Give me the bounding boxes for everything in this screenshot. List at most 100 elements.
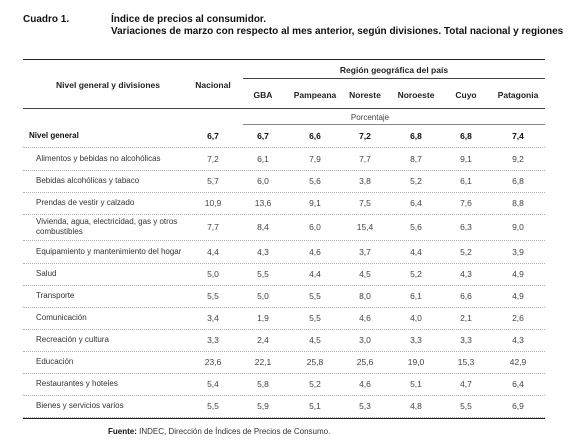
row-value: 8,7	[410, 153, 422, 164]
row-value: 8,8	[512, 198, 524, 208]
row-value: 4,0	[410, 313, 422, 323]
bottom-rule	[23, 418, 545, 419]
header-region-group: Región geográfica del país	[339, 65, 449, 75]
row-value: 5,2	[410, 269, 422, 279]
row-label: Vivienda, agua, electricidad, gas y otro…	[36, 217, 178, 236]
row-value: 4,8	[410, 401, 422, 411]
row-value: 4,4	[410, 246, 422, 257]
row-value: 6,0	[257, 176, 269, 186]
row-value: 5,8	[257, 379, 269, 389]
row-value: 5,1	[309, 401, 321, 411]
row-value: 23,6	[204, 357, 222, 367]
header-region-noreste: Noreste	[349, 90, 381, 100]
row-value: 7,7	[207, 222, 219, 232]
row-label: Educación	[36, 357, 74, 366]
row-value: 5,6	[410, 222, 422, 232]
row-label: Equipamiento y mantenimiento del hogar	[36, 246, 182, 256]
row-value: 5,5	[309, 291, 321, 301]
row-value: 6,4	[410, 198, 422, 208]
table-row: Restaurantes y hoteles 5,4 5,8 5,2 4,6 5,1 4,7…	[23, 373, 545, 396]
row-value: 5,1	[410, 379, 422, 389]
row-value: 3,3	[207, 335, 219, 345]
row-value: 5,5	[460, 401, 472, 411]
row-value: 3,8	[359, 176, 371, 186]
row-value: 3,3	[410, 335, 422, 345]
row-value: 5,7	[207, 176, 219, 186]
table-title: Índice de precios al consumidor. Variaci…	[111, 14, 563, 38]
source-label: Fuente:	[108, 427, 137, 436]
row-value: 5,5	[207, 291, 219, 301]
row-value: 7,4	[512, 131, 524, 141]
row-value: 6,6	[309, 131, 321, 141]
row-value: 6,7	[257, 131, 269, 141]
row-value: 5,0	[257, 291, 269, 301]
row-value: 6,6	[460, 291, 472, 301]
row-value: 6,7	[207, 131, 219, 141]
row-value: 6,1	[257, 153, 269, 164]
row-value: 42,9	[509, 357, 527, 367]
table-row: Vivienda, agua, electricidad, gas y otro…	[23, 214, 545, 241]
table-row: Equipamiento y mantenimiento del hogar 4,…	[23, 240, 545, 264]
region-group-rule	[243, 78, 545, 79]
row-label: Alimentos y bebidas no alcohólicas	[36, 153, 161, 163]
table-row: Alimentos y bebidas no alcohólicas 7,2 6,1…	[23, 147, 545, 171]
row-value: 9,1	[460, 153, 472, 164]
table-row-total: Nivel general 6,7 6,7 6,6 7,2 6,8 6,8 7,4	[23, 125, 545, 148]
row-value: 6,8	[512, 176, 524, 186]
row-value: 9,0	[512, 222, 524, 232]
row-value: 5,3	[359, 401, 371, 411]
row-value: 8,4	[257, 222, 269, 232]
unit-label: Porcentaje	[350, 113, 390, 122]
header-divisions: Nivel general y divisiones	[56, 80, 160, 90]
row-value: 6,3	[460, 222, 472, 232]
table-row: Recreación y cultura 3,3 2,4 4,5 3,0 3,3 3,3 4,…	[23, 329, 545, 352]
row-value: 9,2	[512, 153, 524, 164]
row-value: 7,9	[309, 153, 321, 164]
row-value: 9,1	[309, 198, 321, 208]
row-value: 5,2	[460, 246, 472, 257]
row-value: 22,1	[254, 357, 272, 367]
row-value: 4,6	[309, 246, 321, 257]
row-value: 6,4	[512, 379, 524, 389]
row-value: 3,3	[460, 335, 472, 345]
table-number: Cuadro 1.	[23, 14, 70, 25]
title-line-1: Índice de precios al consumidor.	[111, 14, 267, 25]
row-value: 4,3	[512, 335, 524, 345]
row-value: 4,9	[512, 291, 524, 301]
table-row: Bebidas alcohólicas y tabaco 5,7 6,0 5,6 3,8…	[23, 170, 545, 193]
row-value: 7,2	[207, 153, 219, 164]
row-value: 10,9	[204, 198, 222, 208]
row-label: Salud	[36, 269, 57, 278]
row-value: 7,2	[359, 131, 371, 141]
row-value: 5,5	[257, 269, 269, 279]
row-value: 6,8	[410, 131, 422, 141]
header-region-patagonia: Patagonia	[497, 90, 539, 100]
unit-rule	[243, 124, 545, 125]
row-value: 2,6	[512, 313, 524, 323]
row-value: 19,0	[407, 357, 425, 367]
row-value: 3,4	[207, 313, 219, 323]
row-value: 6,1	[410, 291, 422, 301]
row-value: 3,9	[512, 246, 524, 257]
row-label: Comunicación	[36, 313, 87, 322]
header-region-pampeana: Pampeana	[293, 90, 337, 100]
table-row: Educación 23,6 22,1 25,8 25,6 19,0 15,3 42,9	[23, 351, 545, 374]
row-value: 7,7	[359, 153, 371, 164]
row-value: 6,0	[309, 222, 321, 232]
row-value: 5,0	[207, 269, 219, 279]
row-value: 6,9	[512, 401, 524, 411]
table-row: Comunicación 3,4 1,9 5,5 4,6 4,0 2,1 2,6	[23, 307, 545, 330]
row-value: 15,4	[356, 222, 374, 232]
row-value: 4,6	[359, 313, 371, 323]
row-value: 3,7	[359, 246, 371, 257]
row-value: 5,2	[410, 176, 422, 186]
header-region-cuyo: Cuyo	[455, 90, 477, 100]
row-value: 4,7	[460, 379, 472, 389]
row-value: 5,9	[257, 401, 269, 411]
row-label: Restaurantes y hoteles	[36, 379, 118, 388]
row-value: 4,4	[309, 269, 321, 279]
row-value: 4,5	[359, 269, 371, 279]
row-value: 6,1	[460, 176, 472, 186]
source-note: Fuente: INDEC, Dirección de Índices de P…	[108, 427, 330, 436]
row-value: 5,5	[207, 401, 219, 411]
